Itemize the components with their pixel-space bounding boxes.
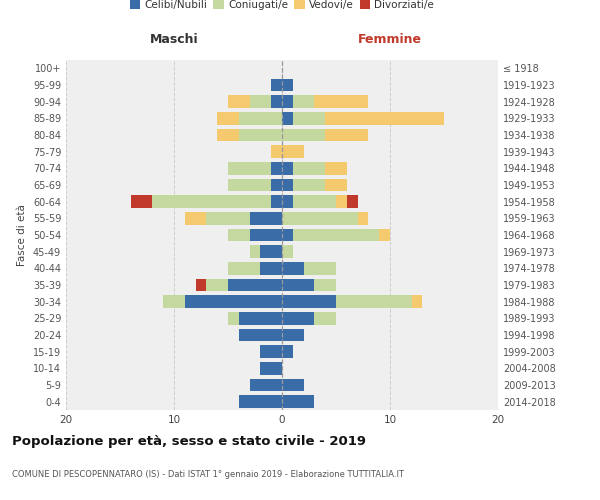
Text: Popolazione per età, sesso e stato civile - 2019: Popolazione per età, sesso e stato civil…	[12, 435, 366, 448]
Bar	[282, 312, 314, 324]
Bar	[282, 396, 314, 408]
Bar	[250, 96, 271, 108]
Bar	[293, 229, 379, 241]
Bar	[250, 246, 260, 258]
Bar	[271, 146, 282, 158]
Bar	[260, 346, 282, 358]
Bar	[304, 262, 336, 274]
Text: Femmine: Femmine	[358, 33, 422, 46]
Bar	[282, 112, 293, 124]
Bar	[336, 296, 412, 308]
Bar	[271, 79, 282, 92]
Bar	[282, 129, 325, 141]
Bar	[412, 296, 422, 308]
Bar	[250, 379, 282, 391]
Bar	[314, 279, 336, 291]
Bar	[293, 179, 325, 192]
Bar	[239, 112, 282, 124]
Bar	[152, 196, 271, 208]
Bar	[282, 229, 293, 241]
Bar	[325, 129, 368, 141]
Bar	[271, 179, 282, 192]
Bar	[185, 212, 206, 224]
Bar	[282, 296, 336, 308]
Bar	[131, 196, 152, 208]
Bar	[282, 96, 293, 108]
Bar	[282, 279, 314, 291]
Bar	[314, 312, 336, 324]
Bar	[282, 79, 293, 92]
Bar	[271, 162, 282, 174]
Bar	[250, 229, 282, 241]
Bar	[282, 346, 293, 358]
Bar	[239, 396, 282, 408]
Bar	[282, 162, 293, 174]
Bar	[260, 262, 282, 274]
Bar	[163, 296, 185, 308]
Bar	[206, 279, 228, 291]
Bar	[228, 96, 250, 108]
Bar	[260, 362, 282, 374]
Bar	[379, 229, 390, 241]
Bar	[282, 212, 358, 224]
Bar	[271, 196, 282, 208]
Bar	[293, 162, 325, 174]
Bar	[293, 96, 314, 108]
Bar	[260, 246, 282, 258]
Bar	[239, 329, 282, 341]
Text: Maschi: Maschi	[149, 33, 199, 46]
Bar	[282, 329, 304, 341]
Bar	[228, 262, 260, 274]
Bar	[206, 212, 250, 224]
Bar	[271, 96, 282, 108]
Bar	[282, 379, 304, 391]
Bar	[358, 212, 368, 224]
Bar	[282, 179, 293, 192]
Bar	[282, 196, 293, 208]
Bar	[282, 246, 293, 258]
Bar	[314, 96, 368, 108]
Bar	[228, 229, 250, 241]
Bar	[228, 179, 271, 192]
Legend: Celibi/Nubili, Coniugati/e, Vedovi/e, Divorziati/e: Celibi/Nubili, Coniugati/e, Vedovi/e, Di…	[125, 0, 439, 14]
Bar	[282, 262, 304, 274]
Bar	[293, 196, 336, 208]
Bar	[228, 279, 282, 291]
Bar	[293, 112, 325, 124]
Bar	[347, 196, 358, 208]
Bar	[336, 196, 347, 208]
Bar	[325, 112, 444, 124]
Text: COMUNE DI PESCOPENNATARO (IS) - Dati ISTAT 1° gennaio 2019 - Elaborazione TUTTIT: COMUNE DI PESCOPENNATARO (IS) - Dati IST…	[12, 470, 404, 479]
Bar	[282, 146, 304, 158]
Bar	[185, 296, 282, 308]
Bar	[217, 129, 239, 141]
Bar	[196, 279, 206, 291]
Bar	[325, 162, 347, 174]
Bar	[239, 129, 282, 141]
Bar	[325, 179, 347, 192]
Bar	[228, 162, 271, 174]
Bar	[228, 312, 239, 324]
Bar	[217, 112, 239, 124]
Bar	[239, 312, 282, 324]
Bar	[250, 212, 282, 224]
Y-axis label: Fasce di età: Fasce di età	[17, 204, 27, 266]
